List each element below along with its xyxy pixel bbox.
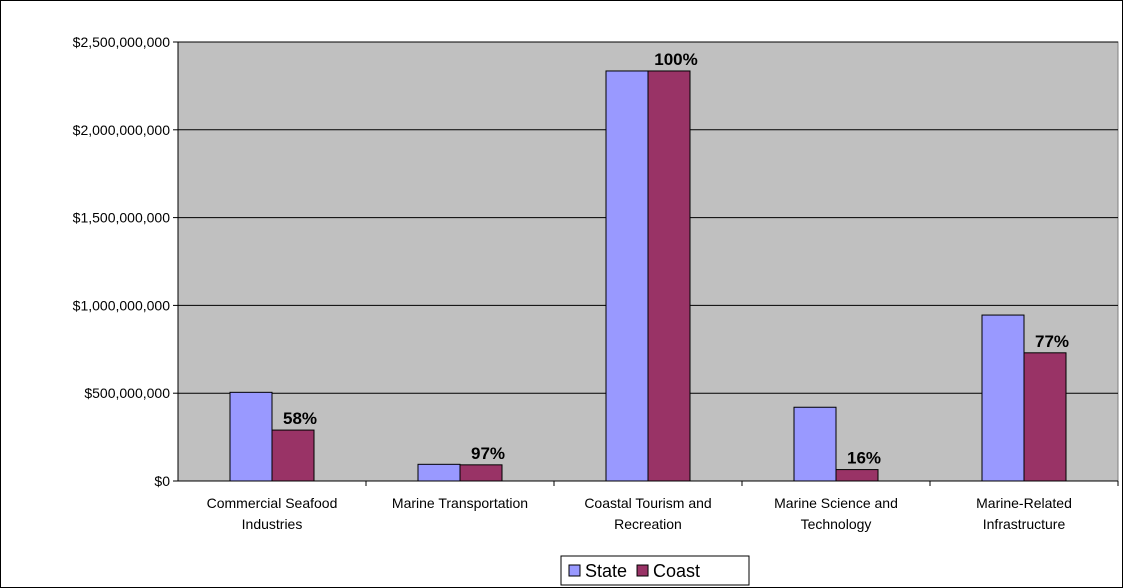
bar-state [605, 70, 649, 482]
data-label: 77% [1035, 332, 1069, 351]
bar-coast [271, 429, 315, 482]
y-tick-label: $1,500,000,000 [73, 210, 171, 226]
y-tick-label: $500,000,000 [84, 385, 170, 401]
bars [229, 70, 1067, 482]
legend: State Coast [560, 555, 750, 586]
data-label: 100% [654, 50, 697, 69]
x-tick-label: Commercial Seafood [207, 495, 338, 511]
y-tick-label: $0 [154, 473, 170, 489]
x-tick-label: Coastal Tourism and [584, 495, 711, 511]
data-label: 97% [471, 444, 505, 463]
x-tick-label: Technology [801, 516, 872, 532]
legend-entry: Coast [653, 561, 700, 581]
y-axis: $0 $500,000,000 $1,000,000,000 $1,500,000,0… [73, 34, 179, 489]
legend-swatch [636, 564, 649, 577]
legend-box [560, 555, 750, 586]
data-label: 58% [283, 409, 317, 428]
y-tick-label: $1,000,000,000 [73, 297, 171, 313]
bar-state [793, 406, 837, 482]
bar-coast [835, 469, 879, 482]
y-tick-label: $2,000,000,000 [73, 122, 171, 138]
bar-state [229, 391, 273, 482]
x-tick-label: Marine Science and [774, 495, 898, 511]
data-labels: 58% 97% 100% 16% 77% [283, 50, 1069, 468]
legend-entry: State [585, 561, 627, 581]
y-tick-label: $2,500,000,000 [73, 34, 171, 50]
data-label: 16% [847, 449, 881, 468]
x-tick-label: Recreation [614, 516, 682, 532]
legend-swatch [568, 564, 581, 577]
x-tick-label: Marine-Related [976, 495, 1072, 511]
bar-coast [647, 70, 691, 482]
bar-state [981, 314, 1025, 482]
bar-state [417, 463, 461, 482]
bar-coast [1023, 352, 1067, 482]
x-tick-label: Industries [242, 516, 303, 532]
x-tick-label: Infrastructure [983, 516, 1066, 532]
x-tick-label: Marine Transportation [392, 495, 528, 511]
bar-coast [459, 464, 503, 482]
x-axis: Commercial Seafood Industries Marine Trans… [178, 480, 1119, 532]
